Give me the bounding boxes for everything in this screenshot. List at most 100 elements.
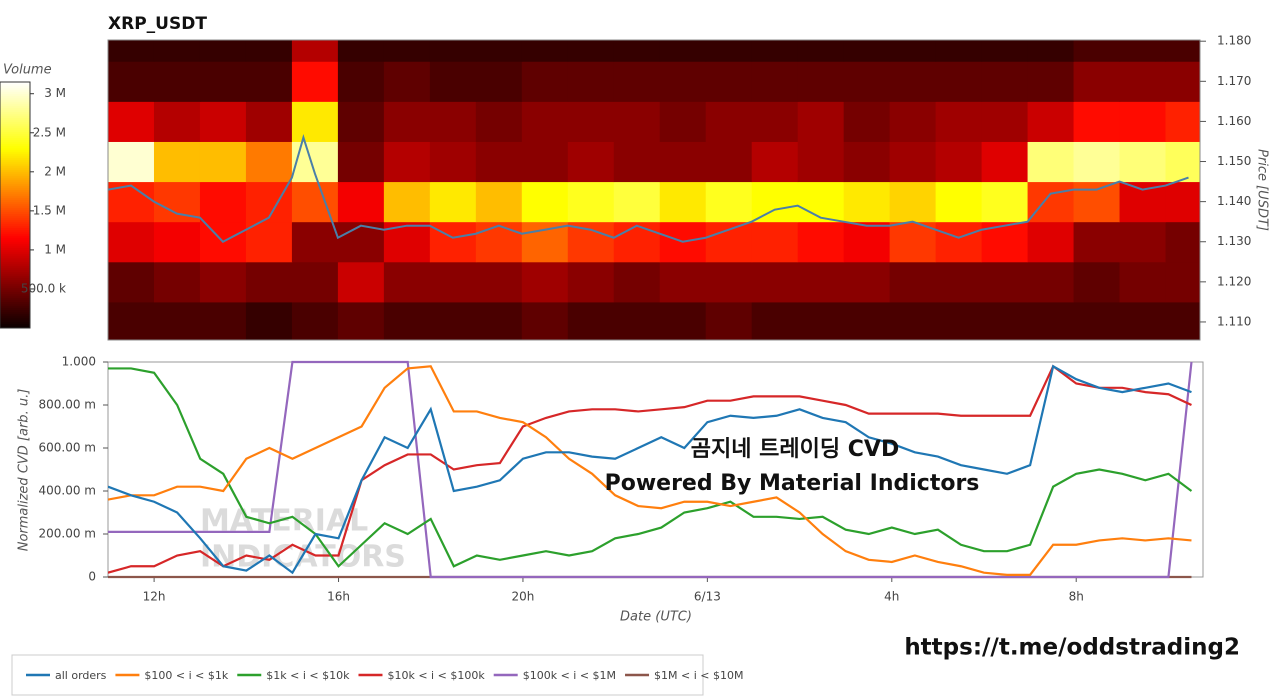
- heatmap-cell: [291, 261, 339, 303]
- colorbar-strip: [0, 232, 30, 235]
- colorbar-strip: [0, 268, 30, 271]
- heatmap-cell: [981, 141, 1029, 183]
- colorbar-strip: [0, 304, 30, 307]
- colorbar-strip: [0, 260, 30, 263]
- legend-label: all orders: [55, 669, 107, 682]
- heatmap-cell: [797, 181, 845, 223]
- colorbar-strip: [0, 110, 30, 113]
- y-tick-label: 1.150: [1217, 154, 1251, 168]
- heatmap-cell: [383, 101, 431, 142]
- heatmap-cell: [108, 301, 155, 340]
- y-tick-label: 1.120: [1217, 274, 1251, 288]
- heatmap-cell: [613, 40, 661, 62]
- colorbar-strip: [0, 252, 30, 255]
- y-tick-label: 1.000: [62, 355, 96, 369]
- colorbar-strip: [0, 168, 30, 171]
- heatmap-cell: [291, 181, 339, 223]
- heatmap-cell: [935, 261, 983, 303]
- legend-label: $100 < i < $1k: [144, 669, 228, 682]
- series-line: [108, 367, 1193, 568]
- colorbar-strip: [0, 262, 30, 265]
- legend-label: $100k < i < $1M: [523, 669, 616, 682]
- heatmap-cell: [889, 261, 937, 303]
- colorbar-strip: [0, 258, 30, 261]
- colorbar-strip: [0, 300, 30, 303]
- colorbar-strip: [0, 122, 30, 125]
- heatmap-cell: [291, 101, 339, 142]
- colorbar-strip: [0, 246, 30, 249]
- heatmap-cell: [245, 141, 293, 183]
- colorbar-strip: [0, 290, 30, 293]
- y-axis-label: Price [USDT]: [1255, 149, 1270, 231]
- colorbar-strip: [0, 154, 30, 157]
- colorbar-strip: [0, 116, 30, 119]
- colorbar-strip: [0, 312, 30, 315]
- heatmap-cell: [889, 181, 937, 223]
- legend-label: $1k < i < $10k: [266, 669, 350, 682]
- colorbar-strip: [0, 324, 30, 327]
- colorbar-strip: [0, 166, 30, 169]
- heatmap-cell: [383, 40, 431, 62]
- colorbar-tick-label: 1 M: [44, 242, 66, 256]
- colorbar-strip: [0, 270, 30, 273]
- heatmap-cell: [797, 261, 845, 303]
- colorbar-strip: [0, 126, 30, 129]
- heatmap-cell: [705, 301, 753, 340]
- heatmap-cell: [843, 301, 891, 340]
- heatmap-cell: [1119, 261, 1167, 303]
- colorbar-strip: [0, 212, 30, 215]
- heatmap-cell: [153, 221, 201, 263]
- annotation: 곰지네 트레이딩 CVD: [691, 437, 899, 462]
- heatmap-cell: [383, 61, 431, 102]
- colorbar-strip: [0, 292, 30, 295]
- colorbar-strip: [0, 150, 30, 153]
- series-line: [108, 365, 1192, 576]
- heatmap-cell: [1165, 261, 1200, 303]
- heatmap-cell: [475, 141, 523, 183]
- colorbar-strip: [0, 100, 30, 103]
- colorbar-tick-label: 500.0 k: [21, 281, 66, 295]
- heatmap-cell: [843, 221, 891, 263]
- heatmap-cell: [567, 221, 615, 263]
- heatmap-cell: [659, 301, 707, 340]
- y-tick-label: 1.180: [1217, 34, 1251, 48]
- footer-link: https://t.me/oddstrading2: [904, 635, 1240, 661]
- heatmap-cell: [1165, 40, 1200, 62]
- x-tick-label: 12h: [143, 590, 166, 604]
- colorbar-strip: [0, 272, 30, 275]
- heatmap-cell: [843, 141, 891, 183]
- x-tick-label: 20h: [512, 590, 535, 604]
- heatmap-cell: [475, 61, 523, 102]
- lines: [108, 360, 1193, 579]
- heatmap-cell: [935, 221, 983, 263]
- colorbar-strip: [0, 320, 30, 323]
- colorbar-tick-label: 3 M: [44, 86, 66, 100]
- heatmap-cell: [245, 301, 293, 340]
- colorbar-strip: [0, 242, 30, 245]
- heatmap-cell: [613, 141, 661, 183]
- colorbar-strip: [0, 254, 30, 257]
- heatmap-cell: [1119, 141, 1167, 183]
- colorbar-strip: [0, 266, 30, 269]
- heatmap-cell: [383, 261, 431, 303]
- y-tick-label: 200.00 m: [39, 527, 97, 541]
- colorbar-strip: [0, 294, 30, 297]
- heatmap-cell: [705, 101, 753, 142]
- heatmap-cell: [153, 40, 201, 62]
- heatmap-cell: [1027, 181, 1075, 223]
- heatmap-cell: [153, 301, 201, 340]
- colorbar-strip: [0, 146, 30, 149]
- heatmap-cell: [705, 181, 753, 223]
- heatmap-cell: [705, 40, 753, 62]
- heatmap-cell: [429, 301, 477, 340]
- heatmap-cell: [981, 301, 1029, 340]
- colorbar-strip: [0, 190, 30, 193]
- heatmap-cell: [705, 221, 753, 263]
- heatmap-cell: [429, 181, 477, 223]
- colorbar-strip: [0, 98, 30, 101]
- colorbar-strip: [0, 308, 30, 311]
- colorbar-strip: [0, 230, 30, 233]
- colorbar-strip: [0, 88, 30, 91]
- colorbar-strip: [0, 302, 30, 305]
- heatmap-cell: [1119, 181, 1167, 223]
